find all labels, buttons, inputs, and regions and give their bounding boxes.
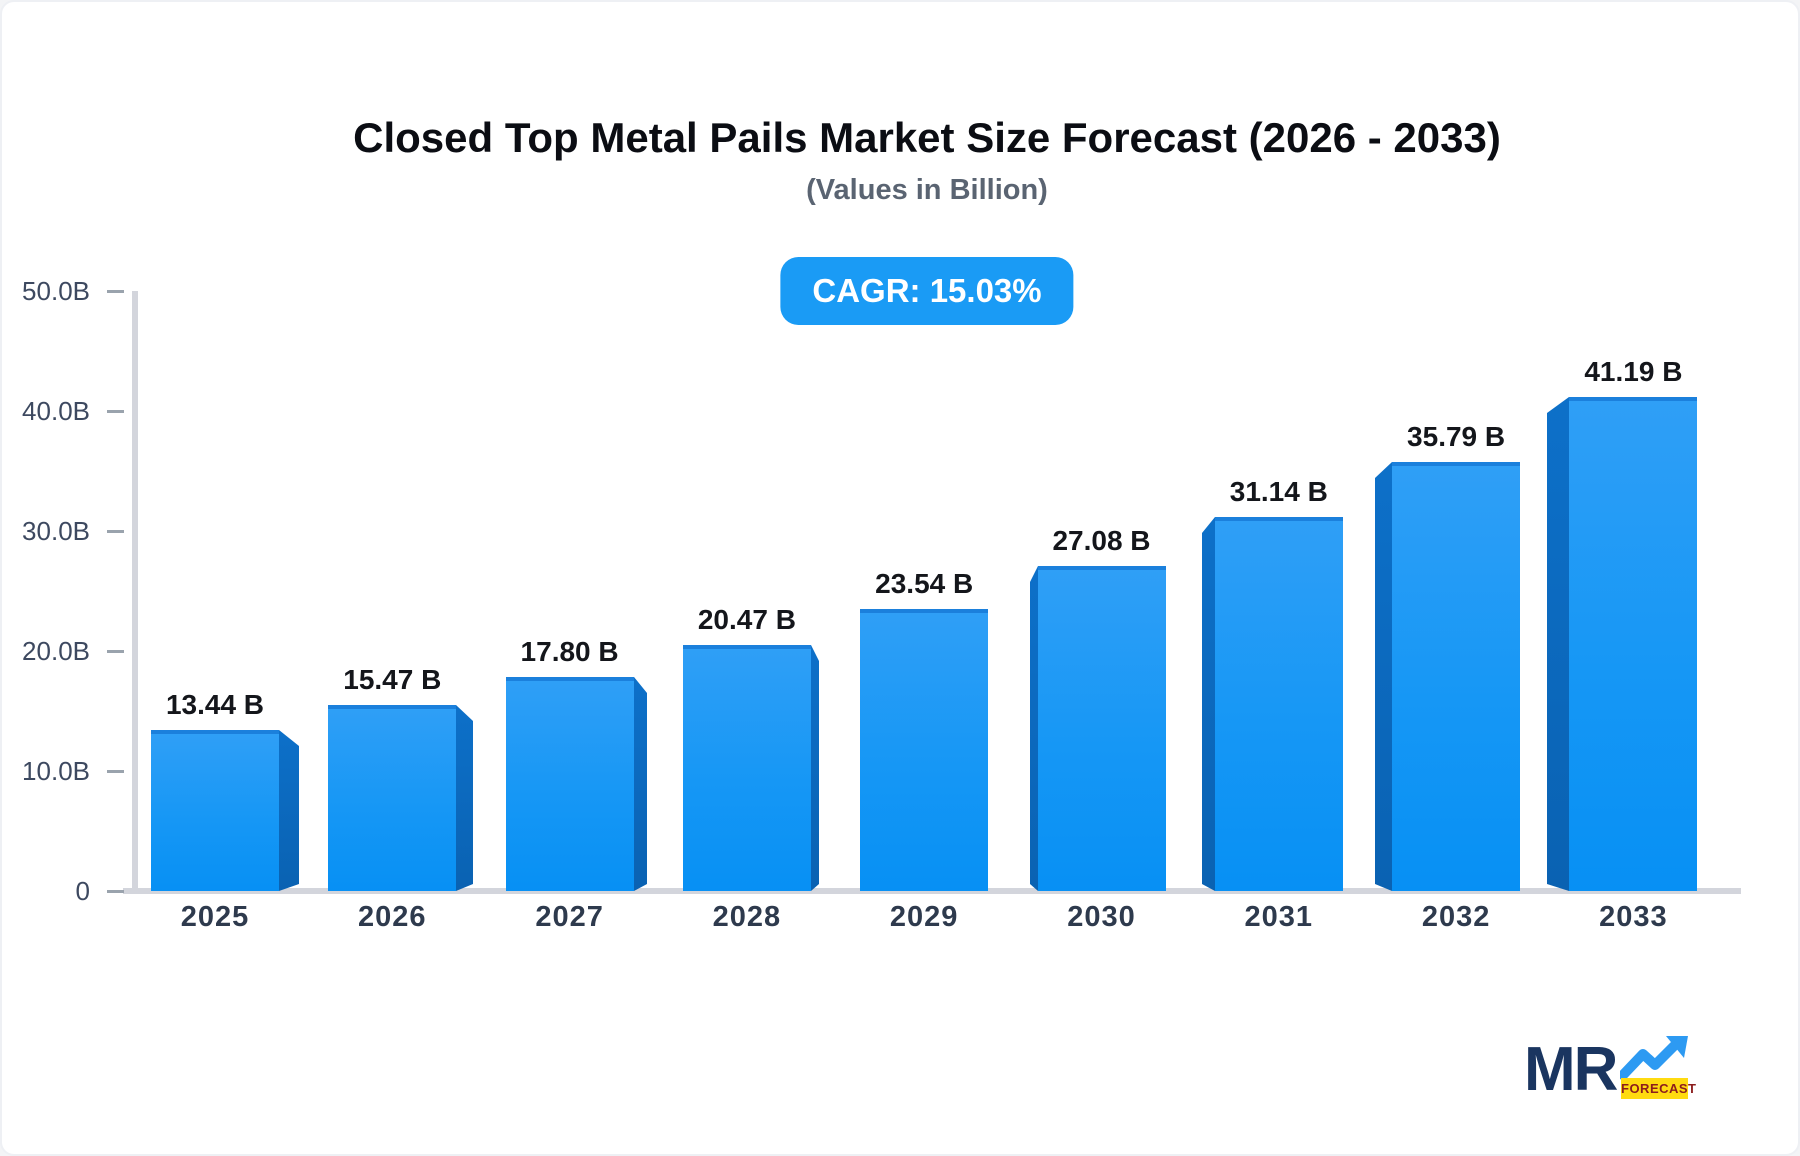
y-tick-label: 50.0B (22, 276, 90, 306)
bar-side-2032 (1375, 462, 1392, 891)
x-axis-line (123, 888, 1741, 894)
chart-subtitle: (Values in Billion) (806, 174, 1048, 206)
logo-text: MR (1524, 1035, 1618, 1104)
x-tick-label-2031: 2031 (1244, 901, 1314, 933)
bar-2029[interactable] (860, 609, 988, 891)
y-tick-label: 10.0B (22, 756, 90, 786)
bar-side-2031 (1202, 517, 1215, 891)
y-tick-label: 0 (75, 876, 90, 906)
bar-value-label: 13.44 B (165, 689, 265, 720)
x-tick-label-2029: 2029 (889, 901, 959, 933)
bar-side-2028 (811, 645, 819, 891)
bar-side-2030 (1030, 566, 1038, 891)
x-tick-label-2026: 2026 (358, 901, 427, 933)
bar-value-label: 23.54 B (875, 568, 974, 599)
y-tick-dash (107, 290, 124, 293)
y-tick-dash (107, 410, 124, 413)
trend-up-arrow-icon (1620, 1036, 1688, 1080)
bar-value-label: 41.19 B (1584, 356, 1683, 387)
bar-value-label: 35.79 B (1407, 421, 1506, 452)
y-tick-label: 40.0B (22, 396, 90, 426)
bar-2032[interactable] (1392, 462, 1520, 891)
bar-side-2026 (456, 705, 473, 891)
y-tick-dash (107, 770, 124, 773)
mr-forecast-logo: MR FORECAST (1524, 1028, 1734, 1118)
bar-value-label: 27.08 B (1052, 525, 1151, 556)
bar-2026[interactable] (328, 705, 456, 891)
bar-value-label: 20.47 B (697, 604, 796, 635)
y-axis-line (132, 291, 138, 891)
bar-value-label: 15.47 B (343, 664, 442, 695)
y-tick-dash (107, 530, 124, 533)
bar-2027[interactable] (506, 677, 634, 891)
y-tick-label: 20.0B (22, 636, 90, 666)
y-tick-dash (107, 650, 124, 653)
bar-2030[interactable] (1038, 566, 1166, 891)
x-tick-label-2028: 2028 (712, 901, 782, 933)
bar-2028[interactable] (683, 645, 811, 891)
bar-value-label: 17.80 B (520, 636, 619, 667)
logo-forecast-tag: FORECAST (1621, 1078, 1696, 1099)
x-tick-label-2033: 2033 (1599, 901, 1668, 933)
x-tick-label-2030: 2030 (1067, 901, 1136, 933)
bar-side-2027 (634, 677, 647, 891)
y-tick-label: 30.0B (22, 516, 90, 546)
bar-value-label: 31.14 B (1229, 476, 1328, 507)
x-tick-label-2025: 2025 (180, 901, 250, 933)
bar-2033[interactable] (1569, 397, 1697, 891)
y-tick-dash (107, 890, 124, 893)
bar-2025[interactable] (151, 730, 279, 891)
cagr-badge: CAGR: 15.03% (780, 257, 1074, 325)
bar-side-2033 (1547, 397, 1569, 891)
x-tick-label-2032: 2032 (1421, 901, 1491, 933)
x-tick-label-2027: 2027 (535, 901, 604, 933)
bar-2031[interactable] (1215, 517, 1343, 891)
chart-title: Closed Top Metal Pails Market Size Forec… (353, 114, 1501, 161)
bar-side-2025 (279, 730, 299, 891)
